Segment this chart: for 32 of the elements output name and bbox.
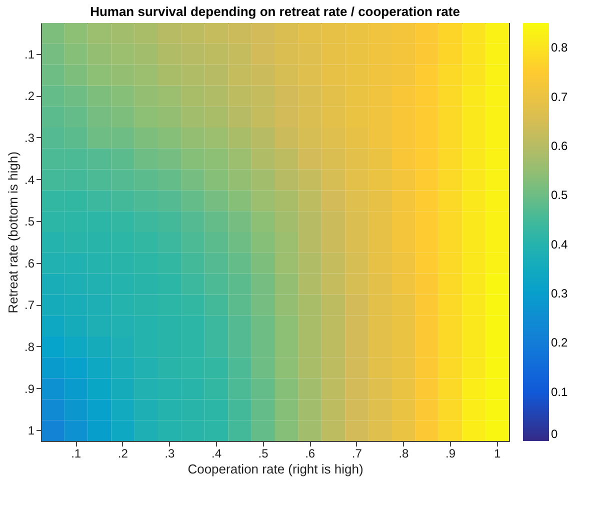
color-bar-label: 0.7 bbox=[551, 90, 568, 104]
x-tick-label: .3 bbox=[164, 446, 176, 460]
y-tick-label: .4 bbox=[24, 172, 35, 187]
y-axis-title: Retreat rate (bottom is high) bbox=[5, 152, 20, 314]
y-tick-label: .1 bbox=[24, 47, 35, 62]
color-bar-label: 0.4 bbox=[551, 237, 568, 252]
chart-title: Human survival depending on retreat rate / cooperation rate bbox=[90, 4, 460, 19]
y-tick-label: .2 bbox=[24, 89, 35, 104]
x-tick-label: .6 bbox=[305, 446, 316, 460]
x-tick-label: .1 bbox=[71, 446, 82, 460]
x-axis-title: Cooperation rate (right is high) bbox=[188, 462, 364, 476]
y-tick-label: 1 bbox=[28, 424, 35, 438]
y-tick-label: .3 bbox=[24, 130, 35, 145]
color-bar-label: 0.8 bbox=[551, 40, 568, 55]
y-tick-label: .8 bbox=[24, 340, 35, 354]
x-tick-label: .5 bbox=[258, 446, 269, 460]
color-bar-label: 0.5 bbox=[551, 188, 568, 202]
color-bar-label: 0.2 bbox=[551, 336, 568, 350]
x-tick-label: .9 bbox=[445, 446, 456, 460]
color-bar-label: 0 bbox=[551, 427, 558, 441]
y-tick-label: .9 bbox=[24, 382, 35, 396]
y-tick-label: .5 bbox=[24, 214, 35, 229]
x-tick-label: .8 bbox=[398, 446, 410, 460]
y-tick-label: .7 bbox=[24, 298, 35, 312]
x-tick-label: .7 bbox=[352, 446, 362, 460]
color-bar-label: 0.6 bbox=[551, 138, 568, 153]
color-bar-label: 0.1 bbox=[551, 384, 568, 399]
y-tick-label: .6 bbox=[24, 256, 35, 270]
color-bar-label: 0.3 bbox=[551, 286, 568, 300]
x-tick-label: .2 bbox=[118, 446, 128, 460]
x-tick-label: 1 bbox=[494, 446, 501, 460]
x-tick-label: .4 bbox=[211, 446, 222, 460]
